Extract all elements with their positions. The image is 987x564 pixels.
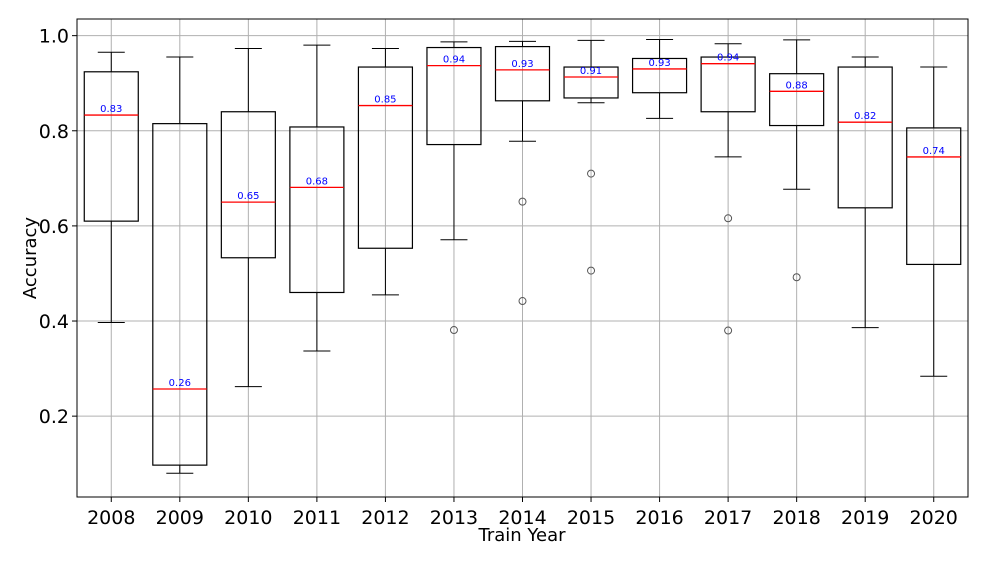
x-tick-label: 2015 <box>567 507 615 529</box>
median-label: 0.93 <box>511 59 533 70</box>
x-tick-label: 2011 <box>293 507 341 529</box>
box-2020: 0.74 <box>906 66 962 377</box>
x-tick-label: 2013 <box>430 507 478 529</box>
x-tick-label: 2020 <box>910 507 958 529</box>
ticks-layer: 0.2 0.4 0.6 0.8 1.0 2008 2009 2010 2011 2012 2013 2… <box>39 26 958 529</box>
iqr-box <box>83 71 139 222</box>
boxes-layer: 0.83 0.26 0.65 0.68 0.85 0.94 0.93 0.91 0.93 0.94… <box>83 38 962 474</box>
x-tick-label: 2010 <box>224 507 272 529</box>
median-label: 0.93 <box>648 58 670 69</box>
box-2017: 0.94 <box>700 43 756 335</box>
x-tick-label: 2018 <box>772 507 820 529</box>
median-label: 0.94 <box>443 55 465 66</box>
iqr-box <box>631 57 688 94</box>
box-2009: 0.26 <box>152 56 208 474</box>
x-tick-label: 2009 <box>156 507 204 529</box>
outlier-point <box>518 297 527 306</box>
median-label: 0.88 <box>786 80 808 91</box>
x-tick-label: 2014 <box>498 507 546 529</box>
grid-layer <box>77 19 968 497</box>
x-tick-label: 2012 <box>361 507 409 529</box>
box-2012: 0.85 <box>357 47 414 296</box>
box-2015: 0.91 <box>563 39 619 275</box>
median-label: 0.82 <box>854 111 876 122</box>
outlier-point <box>724 326 733 335</box>
y-tick-label: 0.4 <box>39 311 69 333</box>
y-tick-label: 0.8 <box>39 121 69 143</box>
outlier-point <box>449 326 458 335</box>
x-axis-title: Train Year <box>477 525 566 546</box>
box-2013: 0.94 <box>426 41 482 335</box>
iqr-box <box>289 126 345 294</box>
box-2014: 0.93 <box>494 40 551 306</box>
median-label: 0.68 <box>306 176 328 187</box>
outlier-point <box>518 197 527 206</box>
median-label: 0.94 <box>717 53 739 64</box>
outlier-point <box>587 266 596 275</box>
x-tick-label: 2019 <box>841 507 889 529</box>
y-axis-title: Accuracy <box>20 217 41 300</box>
x-tick-label: 2016 <box>635 507 683 529</box>
x-tick-label: 2017 <box>704 507 752 529</box>
median-label: 0.83 <box>100 104 122 115</box>
box-2011: 0.68 <box>289 44 345 352</box>
median-label: 0.65 <box>237 191 259 202</box>
outlier-point <box>792 273 801 282</box>
box-2019: 0.82 <box>837 56 893 329</box>
iqr-box <box>152 123 208 466</box>
iqr-box <box>220 111 276 259</box>
box-2018: 0.88 <box>769 39 825 282</box>
box-2008: 0.83 <box>83 51 139 323</box>
y-tick-label: 0.6 <box>39 216 69 238</box>
median-label: 0.26 <box>169 378 191 389</box>
median-label: 0.85 <box>374 95 396 106</box>
iqr-box <box>700 56 756 113</box>
iqr-box <box>906 127 962 266</box>
box-2016: 0.93 <box>631 38 688 119</box>
y-tick-label: 0.2 <box>39 406 69 428</box>
box-2010: 0.65 <box>220 47 276 388</box>
iqr-box <box>837 66 893 209</box>
median-label: 0.91 <box>580 66 602 77</box>
x-tick-label: 2008 <box>87 507 135 529</box>
y-tick-label: 1.0 <box>39 26 69 48</box>
iqr-box <box>563 66 619 99</box>
iqr-box <box>494 45 551 102</box>
iqr-box <box>769 73 825 127</box>
outlier-point <box>587 169 596 178</box>
iqr-box <box>357 66 414 249</box>
iqr-box <box>426 46 482 146</box>
outlier-point <box>724 214 733 223</box>
median-label: 0.74 <box>923 146 945 157</box>
